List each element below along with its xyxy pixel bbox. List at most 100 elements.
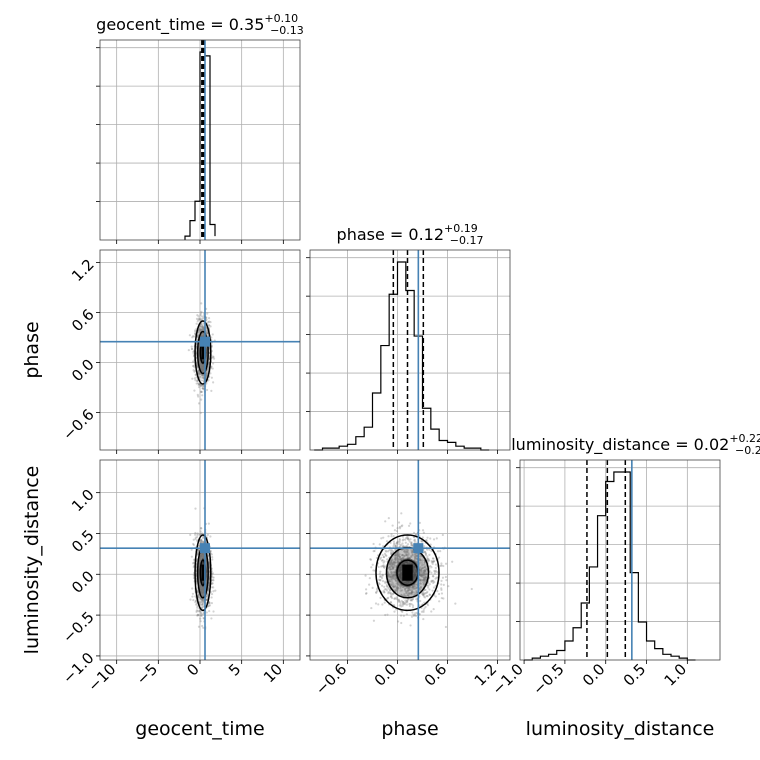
sample-point bbox=[415, 591, 418, 594]
sample-point bbox=[370, 566, 373, 569]
sample-point bbox=[397, 553, 400, 556]
sample-point bbox=[200, 552, 204, 555]
sample-point bbox=[193, 377, 196, 380]
sample-point bbox=[406, 543, 410, 546]
sample-point bbox=[207, 586, 210, 589]
sample-point bbox=[410, 586, 414, 590]
sample-point bbox=[406, 535, 409, 539]
sample-point bbox=[420, 610, 424, 613]
sample-point bbox=[424, 578, 428, 582]
sample-point bbox=[396, 589, 399, 592]
sample-point bbox=[384, 520, 387, 523]
sample-point bbox=[389, 541, 392, 544]
sample-point bbox=[379, 556, 383, 559]
sample-point bbox=[364, 574, 367, 577]
sample-point bbox=[201, 370, 204, 373]
sample-point bbox=[392, 561, 395, 564]
sample-point bbox=[196, 590, 199, 594]
sample-point bbox=[422, 572, 425, 575]
sample-point bbox=[421, 529, 425, 532]
sample-point bbox=[414, 555, 417, 558]
sample-point bbox=[197, 331, 200, 334]
sample-point bbox=[208, 581, 211, 584]
sample-point bbox=[405, 591, 408, 595]
sample-point bbox=[201, 586, 204, 589]
sample-point bbox=[415, 557, 418, 560]
sample-point bbox=[420, 569, 423, 572]
sample-point bbox=[208, 602, 211, 605]
sample-point bbox=[380, 584, 384, 587]
sample-point bbox=[423, 578, 426, 581]
sample-point bbox=[196, 320, 199, 323]
sample-point bbox=[379, 565, 383, 568]
sample-point bbox=[405, 536, 408, 540]
sample-point bbox=[404, 594, 407, 597]
sample-point bbox=[400, 557, 403, 560]
sample-point bbox=[206, 589, 210, 592]
sample-point bbox=[444, 625, 448, 629]
sample-point bbox=[201, 532, 204, 535]
sample-point bbox=[201, 540, 204, 543]
sample-point bbox=[198, 584, 202, 587]
sample-point bbox=[422, 576, 426, 580]
sample-point bbox=[424, 570, 427, 573]
sample-point bbox=[398, 538, 401, 541]
sample-point bbox=[396, 552, 399, 555]
sample-point bbox=[197, 383, 201, 386]
sample-point bbox=[195, 539, 199, 542]
sample-point bbox=[189, 598, 192, 601]
sample-point bbox=[390, 564, 394, 567]
sample-point bbox=[208, 563, 211, 566]
sample-point bbox=[194, 330, 197, 333]
sample-point bbox=[430, 571, 433, 574]
sample-point bbox=[205, 599, 208, 602]
sample-point bbox=[209, 325, 212, 328]
sample-point bbox=[407, 586, 410, 590]
sample-point bbox=[434, 566, 437, 570]
sample-point bbox=[200, 614, 203, 617]
sample-point bbox=[207, 321, 210, 324]
title-luminosity_distance: luminosity_distance = 0.02+0.22−0.22 bbox=[511, 432, 760, 457]
panel-phase-hist bbox=[306, 249, 511, 451]
sample-point bbox=[383, 566, 386, 569]
sample-point bbox=[391, 559, 394, 562]
sample-point bbox=[442, 564, 445, 568]
sample-point bbox=[423, 592, 426, 595]
sample-point bbox=[196, 549, 200, 552]
sample-point bbox=[208, 320, 211, 323]
sample-point bbox=[425, 567, 428, 571]
sample-point bbox=[202, 587, 205, 591]
sample-point bbox=[432, 608, 435, 611]
sample-point bbox=[394, 576, 397, 579]
sample-point bbox=[200, 334, 203, 337]
sample-point bbox=[199, 411, 202, 414]
sample-point bbox=[405, 590, 408, 593]
sample-point bbox=[414, 540, 417, 543]
sample-point bbox=[206, 332, 209, 335]
sample-point bbox=[191, 595, 194, 598]
sample-point bbox=[403, 554, 406, 558]
sample-point bbox=[409, 624, 412, 627]
sample-point bbox=[406, 598, 409, 601]
sample-point bbox=[398, 527, 402, 530]
sample-point bbox=[389, 549, 393, 552]
sample-point bbox=[423, 601, 426, 604]
sample-point bbox=[193, 389, 196, 392]
sample-point bbox=[424, 592, 427, 595]
sample-point bbox=[425, 591, 428, 594]
sample-point bbox=[421, 574, 424, 577]
sample-point bbox=[431, 560, 434, 563]
sample-point bbox=[196, 553, 199, 556]
sample-point bbox=[390, 561, 393, 565]
sample-point bbox=[211, 572, 214, 576]
sample-point bbox=[423, 572, 426, 575]
sample-point bbox=[197, 370, 200, 373]
sample-point bbox=[423, 550, 427, 553]
sample-point bbox=[387, 567, 390, 570]
sample-point bbox=[411, 586, 414, 589]
sample-point bbox=[212, 590, 215, 593]
sample-point bbox=[389, 563, 392, 566]
sample-point bbox=[386, 613, 389, 616]
sample-point bbox=[420, 574, 423, 577]
sample-point bbox=[200, 588, 203, 591]
